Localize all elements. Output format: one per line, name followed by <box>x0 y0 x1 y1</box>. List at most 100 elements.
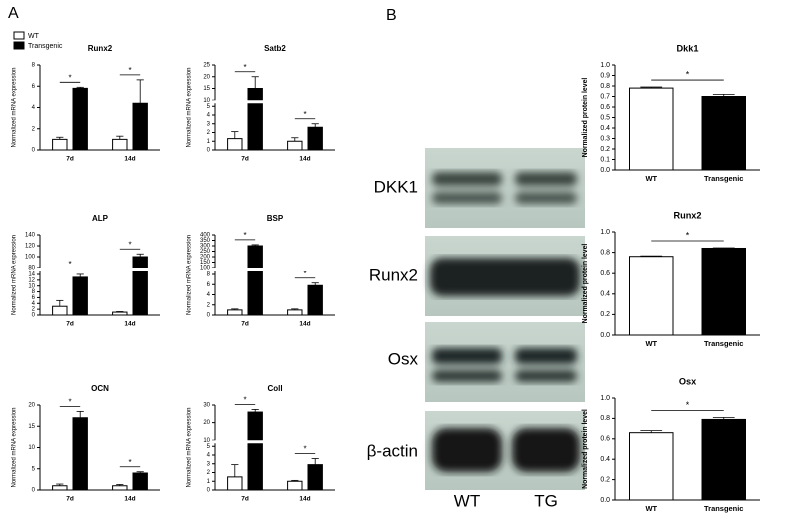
y-tick-label: 4 <box>32 301 36 307</box>
legend-swatch <box>13 41 25 50</box>
bar <box>247 245 263 316</box>
y-tick-label: 0.6 <box>600 270 610 277</box>
chart-title: Coll <box>267 384 282 393</box>
y-tick-label: 0.0 <box>600 497 610 504</box>
y-tick-label: 0.8 <box>600 249 610 256</box>
x-tick-label: Transgenic <box>704 339 743 348</box>
y-tick-label: 4 <box>207 292 211 298</box>
y-axis-label: Normalized protein level <box>582 78 589 158</box>
y-tick-label: 2 <box>32 307 36 313</box>
y-tick-label: 0.1 <box>600 156 610 163</box>
y-tick-label: 250 <box>200 249 211 255</box>
bar <box>132 472 148 491</box>
y-tick-label: 0.3 <box>600 135 610 142</box>
legend-label: Transgenic <box>28 43 63 50</box>
y-tick-label: 2 <box>32 126 36 132</box>
blot-lane-label: WT <box>454 491 480 510</box>
y-tick-label: 2 <box>207 130 211 136</box>
bar <box>227 476 243 491</box>
y-tick-label: 0 <box>32 488 36 494</box>
significance-label: * <box>303 269 306 278</box>
bar <box>701 418 746 501</box>
significance-label: * <box>68 397 71 406</box>
y-tick-label: 0 <box>207 488 211 494</box>
x-tick-label: 7d <box>241 496 249 503</box>
y-tick-label: 100 <box>200 266 211 272</box>
bar <box>287 480 303 491</box>
y-tick-label: 2 <box>207 302 211 308</box>
y-tick-label: 5 <box>207 104 211 110</box>
x-tick-label: Transgenic <box>704 174 743 183</box>
bar <box>307 126 323 151</box>
significance-label: * <box>68 260 71 269</box>
bar <box>701 96 746 171</box>
y-tick-label: 0.9 <box>600 72 610 79</box>
bar <box>112 485 128 491</box>
legend-label: WT <box>28 33 40 40</box>
y-tick-label: 6 <box>207 282 211 288</box>
y-axis-label: Normalized mRNA expression <box>12 407 18 487</box>
axis-break <box>36 268 160 271</box>
significance-label: * <box>128 240 131 249</box>
x-tick-label: 14d <box>124 496 135 503</box>
x-tick-label: 14d <box>124 156 135 163</box>
blot-strip <box>425 236 585 316</box>
y-tick-label: 10 <box>28 283 35 289</box>
y-tick-label: 0 <box>32 148 36 154</box>
y-tick-label: 6 <box>32 84 36 90</box>
significance-label: * <box>686 69 690 79</box>
bar <box>247 411 263 491</box>
bar <box>287 140 303 151</box>
x-tick-label: 14d <box>299 496 310 503</box>
y-axis-label: Normalized mRNA expression <box>187 407 193 487</box>
blot-lane-label: TG <box>534 491 558 510</box>
y-tick-label: 4 <box>32 105 36 111</box>
significance-label: * <box>303 445 306 454</box>
blot-row-label: DKK1 <box>374 177 418 196</box>
blot-strip <box>425 148 585 228</box>
bar <box>629 256 674 336</box>
chart-title: BSP <box>267 214 284 223</box>
y-axis-label: Normalized mRNA expression <box>12 235 18 315</box>
y-tick-label: 0.8 <box>600 83 610 90</box>
y-tick-label: 0.5 <box>600 114 610 121</box>
bar <box>72 417 88 491</box>
y-tick-label: 0.7 <box>600 93 610 100</box>
axis-break <box>211 268 335 271</box>
y-tick-label: 20 <box>203 74 210 80</box>
y-tick-label: 0.4 <box>600 456 610 463</box>
axis-break <box>211 440 335 444</box>
y-tick-label: 15 <box>28 424 35 430</box>
y-tick-label: 0.8 <box>600 415 610 422</box>
y-axis-label: Normalized protein level <box>582 244 589 324</box>
y-tick-label: 1.0 <box>600 62 610 69</box>
x-tick-label: 14d <box>299 321 310 328</box>
panel-label: B <box>386 7 397 24</box>
y-tick-label: 80 <box>28 266 35 272</box>
x-tick-label: 7d <box>66 156 74 163</box>
panel-label: A <box>8 5 19 22</box>
bar <box>247 88 263 151</box>
y-tick-label: 30 <box>203 403 210 409</box>
y-tick-label: 3 <box>207 121 211 127</box>
x-tick-label: 7d <box>241 156 249 163</box>
y-tick-label: 5 <box>32 466 36 472</box>
bar <box>227 309 243 316</box>
y-axis-label: Normalized protein level <box>582 409 589 489</box>
y-tick-label: 14 <box>28 272 35 278</box>
y-tick-label: 0.4 <box>600 125 610 132</box>
bar <box>112 311 128 316</box>
significance-label: * <box>243 396 246 405</box>
significance-label: * <box>243 63 246 72</box>
chart-title: Osx <box>679 376 697 386</box>
y-tick-label: 2 <box>207 470 211 476</box>
y-tick-label: 4 <box>207 453 211 459</box>
y-tick-label: 0.2 <box>600 146 610 153</box>
y-tick-label: 140 <box>25 233 36 239</box>
y-tick-label: 0.2 <box>600 311 610 318</box>
y-tick-label: 1 <box>207 139 211 145</box>
y-tick-label: 6 <box>32 295 36 301</box>
significance-label: * <box>686 230 690 240</box>
bar <box>132 102 148 151</box>
